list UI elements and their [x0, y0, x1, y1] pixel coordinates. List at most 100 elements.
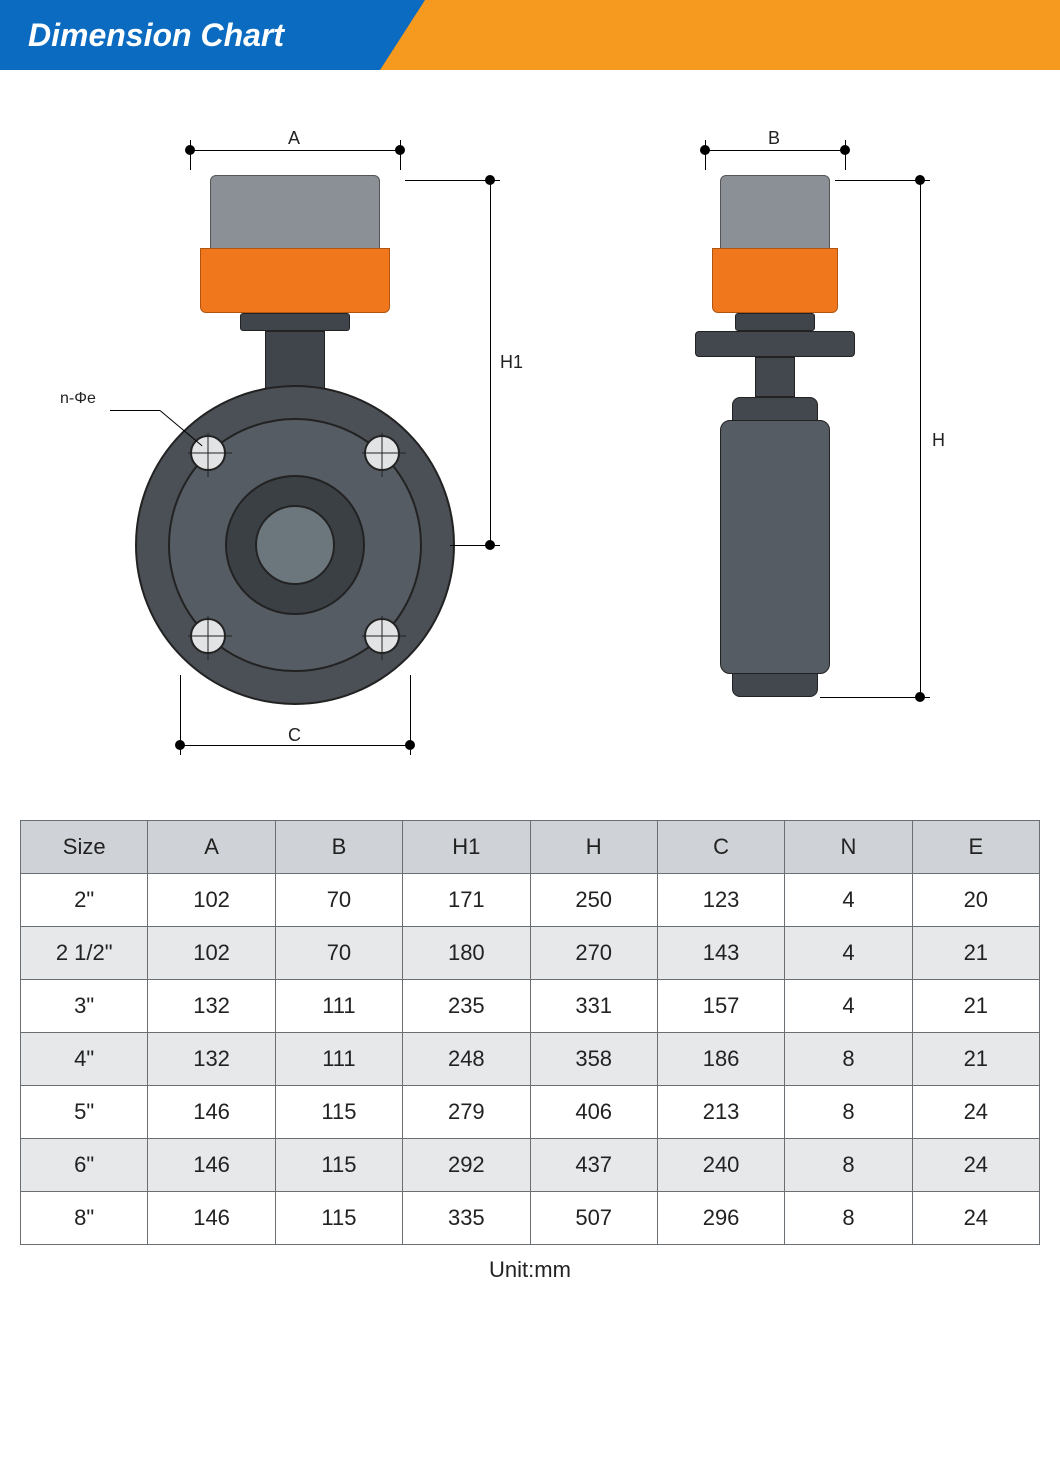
table-cell: 250 [530, 874, 657, 927]
dim-h1-label: H1 [500, 352, 523, 373]
dimension-table: Size A B H1 H C N E 2"102701712501234202… [20, 820, 1040, 1245]
table-cell: 8" [21, 1192, 148, 1245]
table-header-row: Size A B H1 H C N E [21, 821, 1040, 874]
table-cell: 115 [275, 1139, 402, 1192]
table-row: 2 1/2"10270180270143421 [21, 927, 1040, 980]
dim-a-line [190, 150, 400, 151]
table-cell: 146 [148, 1192, 275, 1245]
table-cell: 24 [912, 1192, 1039, 1245]
table-cell: 21 [912, 1033, 1039, 1086]
table-row: 4"132111248358186821 [21, 1033, 1040, 1086]
bolt-hole-tr [364, 435, 400, 471]
table-cell: 8 [785, 1192, 912, 1245]
table-cell: 4 [785, 927, 912, 980]
table-cell: 270 [530, 927, 657, 980]
dim-h1-line [490, 180, 491, 545]
stem-side [755, 357, 795, 397]
table-cell: 8 [785, 1139, 912, 1192]
table-cell: 8 [785, 1086, 912, 1139]
table-cell: 171 [403, 874, 530, 927]
table-cell: 358 [530, 1033, 657, 1086]
table-cell: 70 [275, 927, 402, 980]
col-a: A [148, 821, 275, 874]
col-c: C [657, 821, 784, 874]
banner-blue-bg: Dimension Chart [0, 0, 380, 70]
dim-a-label: A [288, 128, 300, 149]
table-cell: 20 [912, 874, 1039, 927]
table-cell: 6" [21, 1139, 148, 1192]
table-cell: 507 [530, 1192, 657, 1245]
table-cell: 292 [403, 1139, 530, 1192]
mount-plate-front [240, 313, 350, 331]
actuator-top-side [720, 175, 830, 250]
dim-b-line [705, 150, 845, 151]
dim-h-line [920, 180, 921, 697]
table-cell: 102 [148, 927, 275, 980]
table-row: 8"146115335507296824 [21, 1192, 1040, 1245]
table-cell: 296 [657, 1192, 784, 1245]
table-cell: 123 [657, 874, 784, 927]
table-cell: 111 [275, 1033, 402, 1086]
table-cell: 186 [657, 1033, 784, 1086]
col-h1: H1 [403, 821, 530, 874]
table-cell: 21 [912, 980, 1039, 1033]
table-cell: 21 [912, 927, 1039, 980]
dim-c-dot-l [175, 740, 185, 750]
dim-h-dot-b [915, 692, 925, 702]
col-n: N [785, 821, 912, 874]
dim-c-label: C [288, 725, 301, 746]
dimension-table-wrap: Size A B H1 H C N E 2"102701712501234202… [0, 810, 1060, 1283]
diagram-area: A n-Φe C H1 [0, 70, 1060, 810]
bolt-hole-bl [190, 618, 226, 654]
table-row: 3"132111235331157421 [21, 980, 1040, 1033]
table-body: 2"102701712501234202 1/2"102701802701434… [21, 874, 1040, 1245]
wafer-body-mid [720, 420, 830, 674]
table-cell: 335 [403, 1192, 530, 1245]
valve-front-view: A n-Φe C H1 [80, 120, 500, 770]
table-cell: 279 [403, 1086, 530, 1139]
table-cell: 331 [530, 980, 657, 1033]
table-cell: 24 [912, 1139, 1039, 1192]
table-cell: 2 1/2" [21, 927, 148, 980]
dim-c-dot-r [405, 740, 415, 750]
dim-a-dot-l [185, 145, 195, 155]
table-cell: 248 [403, 1033, 530, 1086]
dim-h-label: H [932, 430, 945, 451]
table-cell: 132 [148, 1033, 275, 1086]
bolt-hole-br [364, 618, 400, 654]
valve-hub [255, 505, 335, 585]
dim-b-dot-l [700, 145, 710, 155]
col-size: Size [21, 821, 148, 874]
dim-a-dot-r [395, 145, 405, 155]
table-cell: 180 [403, 927, 530, 980]
table-row: 2"10270171250123420 [21, 874, 1040, 927]
col-e: E [912, 821, 1039, 874]
dim-h-dot-t [915, 175, 925, 185]
dim-h1-dot-b [485, 540, 495, 550]
banner-blue-slant [380, 0, 425, 70]
valve-stem-front [265, 331, 325, 391]
table-cell: 235 [403, 980, 530, 1033]
table-cell: 132 [148, 980, 275, 1033]
table-cell: 5" [21, 1086, 148, 1139]
valve-side-view: B H [620, 120, 960, 770]
table-cell: 111 [275, 980, 402, 1033]
table-cell: 3" [21, 980, 148, 1033]
table-cell: 146 [148, 1139, 275, 1192]
dim-b-label: B [768, 128, 780, 149]
mount-plate-side [735, 313, 815, 331]
table-cell: 437 [530, 1139, 657, 1192]
table-cell: 213 [657, 1086, 784, 1139]
dim-h1-dot-t [485, 175, 495, 185]
dim-b-dot-r [840, 145, 850, 155]
header-banner: Dimension Chart [0, 0, 1060, 70]
table-cell: 115 [275, 1192, 402, 1245]
table-cell: 240 [657, 1139, 784, 1192]
table-row: 5"146115279406213824 [21, 1086, 1040, 1139]
page-title: Dimension Chart [28, 17, 284, 54]
dim-h-ext-b [820, 697, 930, 698]
table-cell: 143 [657, 927, 784, 980]
actuator-top-front [210, 175, 380, 250]
table-cell: 70 [275, 874, 402, 927]
table-cell: 24 [912, 1086, 1039, 1139]
